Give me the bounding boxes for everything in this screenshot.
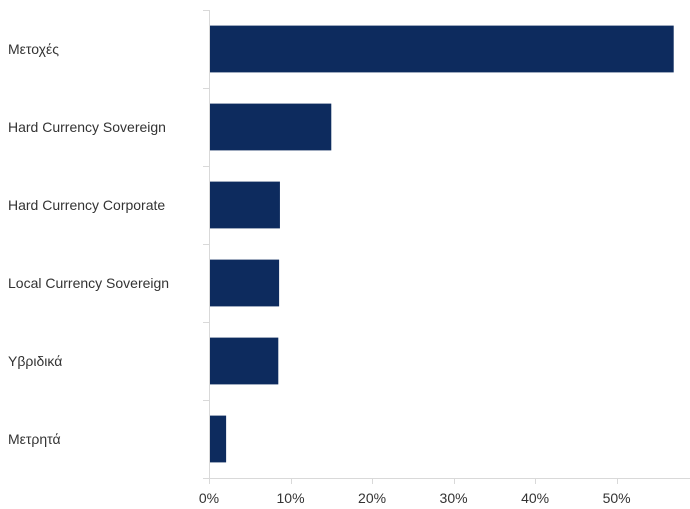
x-tick-label: 40%: [521, 490, 549, 506]
category-label: Hard Currency Corporate: [8, 197, 165, 213]
x-tick-label: 50%: [603, 490, 631, 506]
x-tick-label: 0%: [199, 490, 219, 506]
x-tick-label: 20%: [358, 490, 386, 506]
category-label: Υβριδικά: [8, 353, 62, 369]
bar: [210, 25, 674, 73]
bars: [210, 25, 674, 463]
axes: [203, 10, 690, 479]
x-axis-ticks: 0% 10% 20% 30% 40% 50%: [199, 478, 631, 506]
bar: [210, 337, 279, 385]
x-tick-label: 10%: [277, 490, 305, 506]
category-label: Hard Currency Sovereign: [8, 119, 166, 135]
bar: [210, 415, 227, 463]
category-label: Μετρητά: [8, 431, 61, 447]
category-labels: Μετοχές Hard Currency Sovereign Hard Curre…: [8, 41, 169, 447]
bar: [210, 181, 280, 229]
x-tick-label: 30%: [440, 490, 468, 506]
category-label: Μετοχές: [8, 41, 59, 57]
category-label: Local Currency Sovereign: [8, 275, 169, 291]
bar: [210, 103, 332, 151]
bar: [210, 259, 280, 307]
